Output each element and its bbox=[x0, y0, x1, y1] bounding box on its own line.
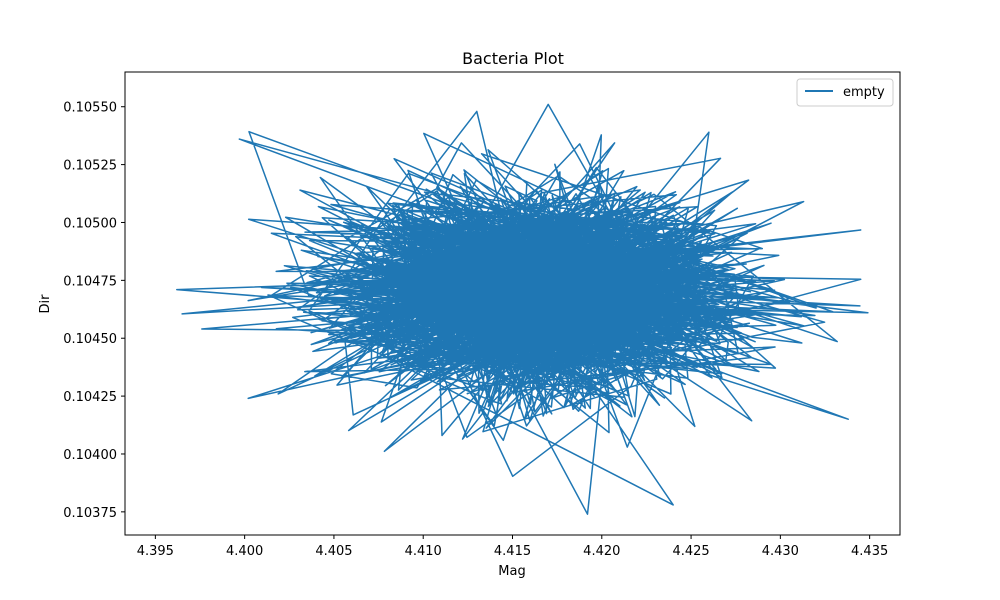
y-tick-label: 0.10475 bbox=[63, 274, 117, 289]
x-tick-label: 4.400 bbox=[226, 544, 263, 559]
chart-title: Bacteria Plot bbox=[462, 49, 564, 68]
series-layer bbox=[176, 103, 869, 515]
x-tick-label: 4.395 bbox=[137, 544, 174, 559]
x-tick-label: 4.420 bbox=[583, 544, 620, 559]
y-tick-label: 0.10400 bbox=[63, 448, 117, 463]
y-axis: 0.10375 0.10400 0.10425 0.10450 0.10475 0.105… bbox=[63, 101, 125, 521]
x-axis: 4.395 4.400 4.405 4.410 4.415 4.420 4.425 4.430… bbox=[137, 535, 888, 559]
x-tick-label: 4.430 bbox=[762, 544, 799, 559]
y-tick-label: 0.10550 bbox=[63, 101, 117, 116]
legend: empty bbox=[796, 78, 894, 107]
y-tick-label: 0.10425 bbox=[63, 390, 117, 405]
y-tick-label: 0.10450 bbox=[63, 332, 117, 347]
x-tick-label: 4.435 bbox=[851, 544, 888, 559]
y-axis-label: Dir bbox=[38, 294, 53, 314]
x-tick-label: 4.425 bbox=[672, 544, 709, 559]
x-axis-label: Mag bbox=[498, 564, 525, 579]
x-tick-label: 4.405 bbox=[315, 544, 352, 559]
y-tick-label: 0.10375 bbox=[63, 506, 117, 521]
x-tick-label: 4.410 bbox=[405, 544, 442, 559]
y-tick-label: 0.10525 bbox=[63, 159, 117, 174]
x-tick-label: 4.415 bbox=[494, 544, 531, 559]
y-tick-label: 0.10500 bbox=[63, 216, 117, 231]
series-line-empty bbox=[176, 103, 869, 515]
legend-box bbox=[796, 78, 894, 107]
legend-label: empty bbox=[843, 85, 885, 100]
